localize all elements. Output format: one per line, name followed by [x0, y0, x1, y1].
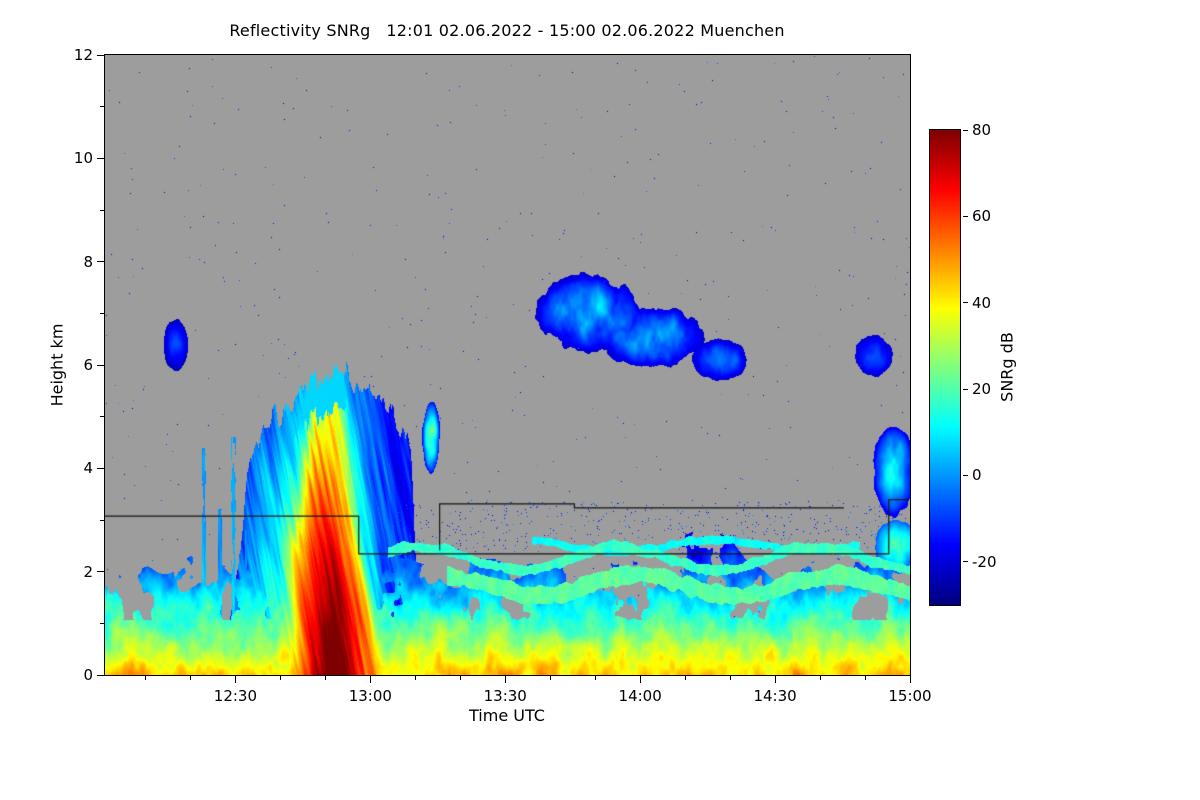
y-tick-label: 6	[83, 356, 93, 374]
y-tick-major	[97, 54, 104, 56]
x-tick-major	[504, 676, 506, 683]
y-tick-label: 8	[83, 252, 93, 271]
x-tick-major	[639, 676, 641, 683]
y-tick-label: 0	[83, 666, 93, 684]
x-tick-minor	[279, 676, 281, 680]
x-tick-label: 13:00	[348, 687, 392, 705]
x-tick-minor	[729, 676, 731, 680]
y-tick-major	[97, 157, 104, 159]
x-tick-minor	[144, 676, 146, 680]
y-tick-label: 10	[73, 149, 93, 168]
x-tick-label: 15:00	[888, 687, 932, 705]
y-tick-minor	[100, 209, 104, 211]
colorbar-tick	[963, 388, 968, 390]
x-tick-major	[234, 676, 236, 683]
x-axis-label: Time UTC	[469, 706, 545, 725]
plot-frame	[104, 54, 911, 676]
y-tick-label: 2	[83, 562, 93, 581]
y-tick-minor	[100, 622, 104, 624]
x-tick-major	[909, 676, 911, 683]
x-tick-minor	[594, 676, 596, 680]
colorbar-tick-label: 40	[972, 293, 992, 312]
y-tick-label: 12	[73, 46, 93, 64]
x-tick-label: 13:30	[483, 687, 527, 705]
colorbar-tick	[963, 302, 968, 304]
colorbar-tick-label: 20	[972, 380, 992, 399]
y-tick-minor	[100, 519, 104, 521]
x-tick-major	[774, 676, 776, 683]
x-tick-minor	[684, 676, 686, 680]
y-tick-major	[97, 364, 104, 366]
x-tick-label: 14:00	[618, 687, 662, 705]
y-tick-label: 4	[83, 459, 93, 478]
x-tick-minor	[189, 676, 191, 680]
x-tick-minor	[864, 676, 866, 680]
y-tick-major	[97, 674, 104, 676]
y-tick-minor	[100, 416, 104, 418]
colorbar-tick	[963, 474, 968, 476]
x-tick-label: 14:30	[753, 687, 797, 705]
colorbar-tick-label: -20	[972, 552, 997, 571]
y-tick-major	[97, 571, 104, 573]
y-tick-minor	[100, 312, 104, 314]
x-tick-label: 12:30	[213, 687, 258, 705]
colorbar-tick	[963, 561, 968, 563]
colorbar-gradient-canvas	[930, 130, 960, 605]
x-tick-minor	[459, 676, 461, 680]
colorbar-tick	[963, 129, 968, 131]
y-tick-major	[97, 261, 104, 263]
x-tick-minor	[414, 676, 416, 680]
heatmap-canvas	[105, 55, 910, 675]
colorbar-tick-label: 60	[972, 207, 992, 226]
x-tick-minor	[549, 676, 551, 680]
colorbar-tick-label: 80	[972, 121, 992, 139]
colorbar-tick	[963, 215, 968, 217]
colorbar	[929, 129, 961, 606]
chart-title: Reflectivity SNRg 12:01 02.06.2022 - 15:…	[229, 21, 785, 40]
y-tick-major	[97, 467, 104, 469]
y-tick-minor	[100, 106, 104, 108]
colorbar-tick-label: 0	[972, 466, 982, 485]
x-tick-major	[369, 676, 371, 683]
x-tick-minor	[819, 676, 821, 680]
x-tick-minor	[324, 676, 326, 680]
